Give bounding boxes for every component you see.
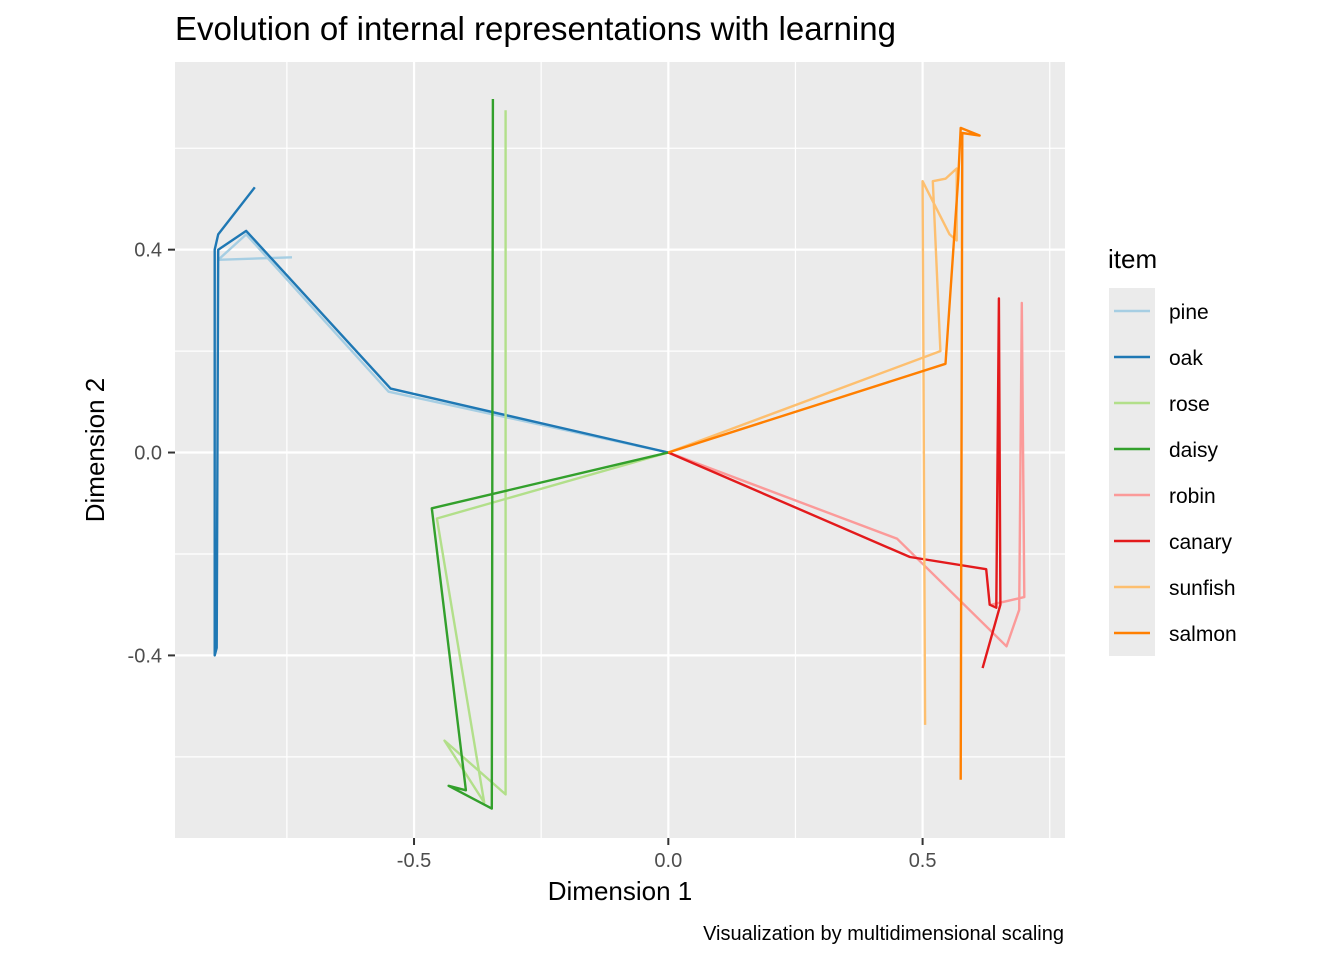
series-line-sunfish bbox=[667, 167, 958, 725]
plot-panel bbox=[175, 62, 1065, 838]
legend-item-rose: rose bbox=[1114, 393, 1210, 416]
y-tick-label: 0.4 bbox=[134, 240, 162, 262]
y-tick-label: 0.0 bbox=[134, 443, 162, 465]
series-line-robin bbox=[667, 301, 1026, 648]
series-lines bbox=[213, 98, 1026, 810]
x-tick-label: -0.5 bbox=[397, 850, 431, 872]
legend-label-daisy: daisy bbox=[1169, 439, 1219, 462]
series-line-canary bbox=[667, 297, 1002, 669]
legend-title: item bbox=[1108, 244, 1157, 274]
chart-title: Evolution of internal representations wi… bbox=[175, 10, 896, 47]
series-line-daisy bbox=[430, 98, 669, 810]
legend-label-salmon: salmon bbox=[1169, 623, 1237, 646]
legend-item-daisy: daisy bbox=[1114, 439, 1219, 462]
x-axis-ticks: -0.5 0.0 0.5 bbox=[397, 838, 937, 872]
series-line-salmon bbox=[667, 126, 981, 780]
legend-item-sunfish: sunfish bbox=[1114, 577, 1236, 600]
series-line-oak bbox=[213, 186, 669, 657]
chart-caption: Visualization by multidimensional scalin… bbox=[703, 923, 1064, 945]
legend-item-robin: robin bbox=[1114, 485, 1216, 508]
legend-item-pine: pine bbox=[1114, 301, 1209, 324]
legend-label-sunfish: sunfish bbox=[1169, 577, 1236, 600]
x-tick-label: 0.0 bbox=[654, 850, 682, 872]
series-line-pine bbox=[216, 233, 669, 454]
y-tick-label: -0.4 bbox=[128, 645, 162, 667]
legend-label-rose: rose bbox=[1169, 393, 1210, 416]
legend-label-canary: canary bbox=[1169, 531, 1233, 554]
legend-item-oak: oak bbox=[1114, 347, 1203, 370]
legend-item-salmon: salmon bbox=[1114, 623, 1237, 646]
legend-label-oak: oak bbox=[1169, 347, 1203, 370]
legend: item pine oak rose daisy robin canary sunfish s… bbox=[1108, 244, 1237, 656]
minor-gridlines bbox=[175, 62, 1065, 838]
y-axis-title: Dimension 2 bbox=[80, 378, 110, 523]
legend-item-canary: canary bbox=[1114, 531, 1233, 554]
legend-label-pine: pine bbox=[1169, 301, 1209, 324]
legend-label-robin: robin bbox=[1169, 485, 1216, 508]
legend-key-background bbox=[1109, 288, 1155, 656]
y-axis-ticks: -0.4 0.0 0.4 bbox=[128, 240, 175, 667]
x-axis-title: Dimension 1 bbox=[548, 876, 693, 906]
x-tick-label: 0.5 bbox=[909, 850, 937, 872]
